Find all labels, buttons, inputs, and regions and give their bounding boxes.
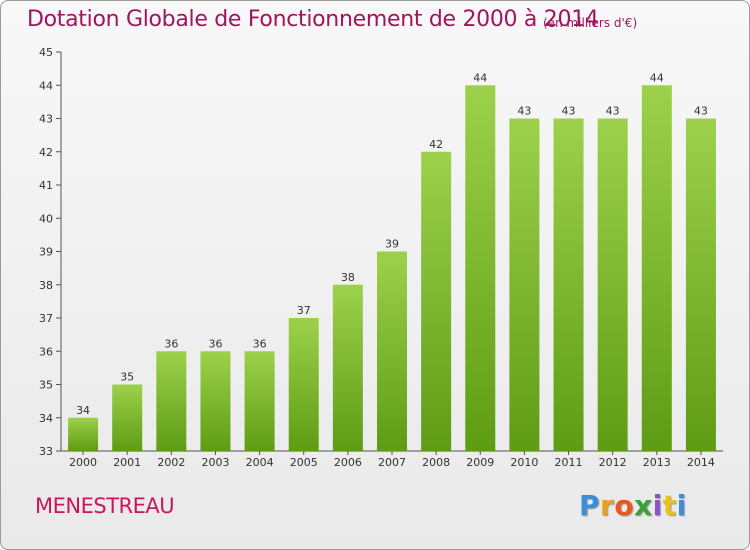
bar-2009 [465,85,496,451]
y-tick-label: 35 [39,379,53,392]
logo-letter: x [634,489,653,522]
x-tick-label-2014: 2014 [687,456,715,469]
x-tick-label-2001: 2001 [113,456,141,469]
bars [68,85,716,451]
x-tick-label-2005: 2005 [290,456,318,469]
chart-subtitle: (en milliers d'€) [543,16,638,30]
bar-2014 [685,118,716,451]
bar-2003 [200,351,231,451]
y-tick-label: 33 [39,445,53,458]
y-tick-label: 39 [39,246,53,259]
y-tick-label: 38 [39,279,53,292]
x-tick-label-2008: 2008 [422,456,450,469]
bar-2000 [68,417,99,451]
y-tick-label: 44 [39,79,53,92]
data-label-2013: 44 [650,71,664,84]
chart-title: Dotation Globale de Fonctionnement de 20… [27,7,599,32]
bar-2002 [156,351,187,451]
y-tick-label: 37 [39,312,53,325]
x-tick-label-2007: 2007 [378,456,406,469]
x-tick-label-2011: 2011 [555,456,583,469]
x-tick-label-2009: 2009 [466,456,494,469]
data-label-2005: 37 [297,304,311,317]
x-tick-label-2012: 2012 [599,456,627,469]
data-label-2014: 43 [694,105,708,118]
data-label-2006: 38 [341,271,355,284]
data-label-2012: 43 [606,105,620,118]
data-label-2010: 43 [517,105,531,118]
y-tick-label: 41 [39,179,53,192]
data-label-2000: 34 [76,404,90,417]
bar-2006 [332,284,363,451]
x-tick-label-2004: 2004 [246,456,274,469]
data-label-2002: 36 [164,337,178,350]
y-tick-label: 40 [39,212,53,225]
logo-letter: i [676,489,687,522]
bar-2001 [112,384,143,451]
axes: 33 34 35 36 37 38 39 40 41 42 43 44 45 2000 2001 2002 20… [39,46,723,469]
logo-letter: t [662,489,677,522]
x-tick-label-2006: 2006 [334,456,362,469]
data-label-2001: 35 [120,371,134,384]
x-tick-label-2010: 2010 [510,456,538,469]
bar-2013 [641,85,672,451]
bar-2007 [376,251,408,451]
y-tick-label: 43 [39,113,53,126]
data-label-2009: 44 [473,71,487,84]
data-label-2008: 42 [429,138,443,151]
commune-name: MENESTREAU [35,494,175,518]
bar-2004 [244,351,275,451]
bar-2005 [288,318,319,451]
bar-2010 [509,118,540,451]
y-tick-label: 34 [39,412,53,425]
logo-letter: r [600,489,615,522]
x-tick-label-2003: 2003 [201,456,229,469]
data-labels: 34 35 36 36 36 37 38 39 42 44 43 43 43 44 43 [76,71,708,417]
data-label-2004: 36 [253,337,267,350]
data-label-2007: 39 [385,238,399,251]
y-tick-label: 36 [39,345,53,358]
data-label-2011: 43 [562,105,576,118]
x-tick-label-2002: 2002 [157,456,185,469]
data-label-2003: 36 [208,337,222,350]
bar-2011 [553,118,584,451]
proxiti-logo: Proxiti [579,489,687,522]
logo-letter: o [614,489,635,522]
bar-2008 [421,151,452,451]
bar-2012 [597,118,628,451]
y-tick-label: 45 [39,46,53,59]
x-tick-label-2013: 2013 [643,456,671,469]
logo-letter: i [652,489,663,522]
logo-letter: P [579,489,601,522]
y-tick-label: 42 [39,146,53,159]
x-tick-label-2000: 2000 [69,456,97,469]
